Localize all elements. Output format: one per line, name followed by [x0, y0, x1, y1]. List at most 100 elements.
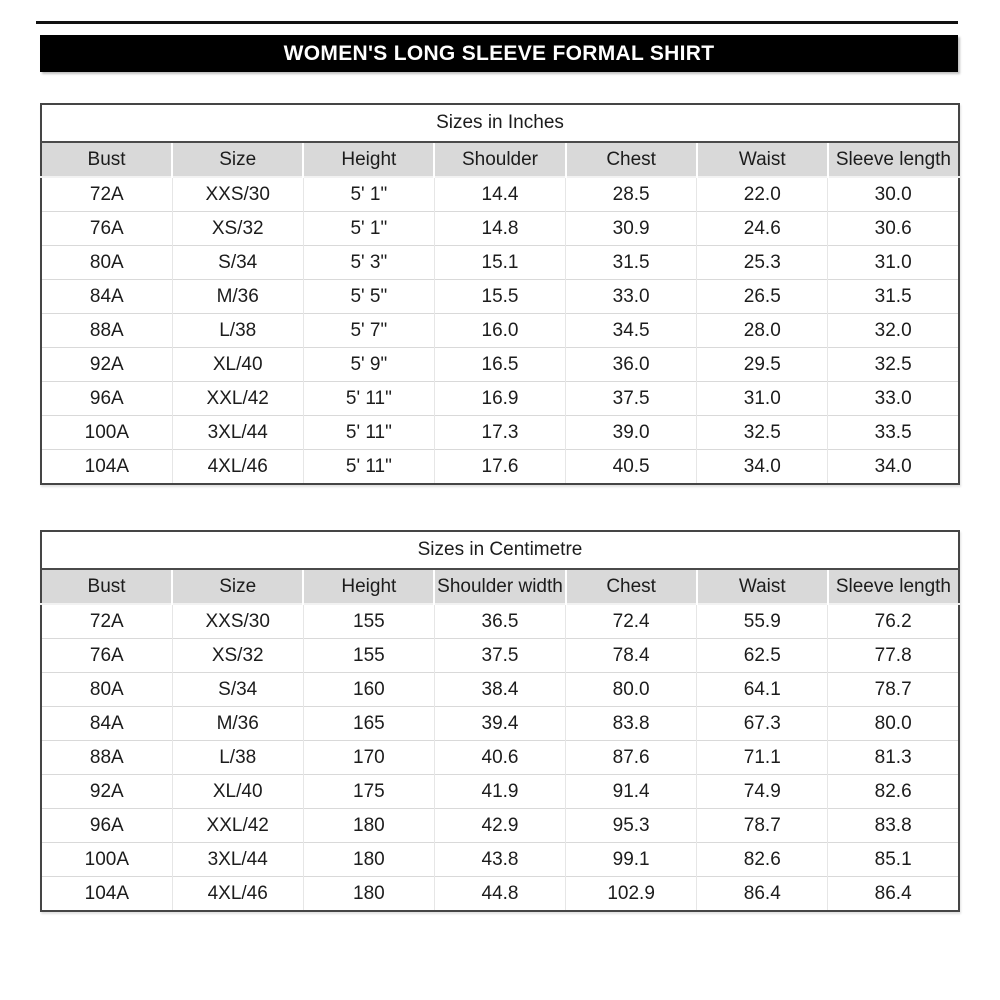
cell: 102.9	[565, 876, 697, 911]
cell: 31.0	[696, 381, 828, 416]
cell: XXS/30	[171, 176, 304, 212]
cell: 88A	[41, 740, 173, 775]
cell: 36.5	[433, 603, 566, 639]
cell: 16.5	[433, 347, 566, 382]
cell: 64.1	[696, 672, 828, 707]
cell: 82.6	[696, 842, 828, 877]
table-row: 104A 4XL/46 180 44.8 102.9 86.4 86.4	[41, 876, 959, 911]
cell: 31.5	[565, 245, 697, 280]
cell: 34.0	[827, 449, 959, 484]
cell: 5' 7"	[302, 313, 435, 348]
column-header-sleeve-length: Sleeve length	[826, 569, 959, 604]
cell: 14.4	[433, 176, 566, 212]
cell: 32.5	[827, 347, 959, 382]
cell: XS/32	[171, 638, 304, 673]
cell: S/34	[171, 672, 304, 707]
cell: XXL/42	[171, 808, 304, 843]
column-header-shoulder: Shoulder	[433, 142, 566, 177]
cell: 38.4	[433, 672, 566, 707]
page-title-bar: WOMEN'S LONG SLEEVE FORMAL SHIRT	[40, 35, 958, 72]
cell: 14.8	[433, 211, 566, 246]
cell: 39.4	[433, 706, 566, 741]
cell: 170	[302, 740, 435, 775]
column-header-bust: Bust	[41, 569, 173, 604]
column-header-chest: Chest	[564, 569, 697, 604]
cell: 5' 1"	[302, 211, 435, 246]
cell: XS/32	[171, 211, 304, 246]
cell: XL/40	[171, 774, 304, 809]
cell: 86.4	[827, 876, 959, 911]
cell: 180	[302, 842, 435, 877]
table-row: 88A L/38 5' 7" 16.0 34.5 28.0 32.0	[41, 313, 959, 348]
cell: 96A	[41, 808, 173, 843]
cell: 15.1	[433, 245, 566, 280]
cell: 5' 9"	[302, 347, 435, 382]
column-header-waist: Waist	[695, 569, 828, 604]
cell: 3XL/44	[171, 842, 304, 877]
column-header-height: Height	[302, 569, 435, 604]
cell: 17.6	[433, 449, 566, 484]
cell: 180	[302, 808, 435, 843]
cell: 40.5	[565, 449, 697, 484]
cell: 34.0	[696, 449, 828, 484]
table-row: 92A XL/40 5' 9" 16.5 36.0 29.5 32.5	[41, 347, 959, 382]
cell: 87.6	[565, 740, 697, 775]
cell: 78.7	[696, 808, 828, 843]
cell: 5' 11"	[302, 449, 435, 484]
cell: 31.5	[827, 279, 959, 314]
table-header-row: Bust Size Height Shoulder width Chest Waist Sl…	[41, 569, 959, 604]
cell: XXL/42	[171, 381, 304, 416]
cell: XXS/30	[171, 603, 304, 639]
cell: 92A	[41, 774, 173, 809]
cell: 165	[302, 706, 435, 741]
table-row: 88A L/38 170 40.6 87.6 71.1 81.3	[41, 740, 959, 775]
cell: 4XL/46	[171, 449, 304, 484]
cell: 80.0	[827, 706, 959, 741]
cell: L/38	[171, 740, 304, 775]
cell: 80.0	[565, 672, 697, 707]
column-header-chest: Chest	[564, 142, 697, 177]
cell: M/36	[171, 279, 304, 314]
cell: 28.5	[565, 176, 697, 212]
cell: 5' 11"	[302, 381, 435, 416]
cell: 62.5	[696, 638, 828, 673]
cell: 37.5	[565, 381, 697, 416]
cell: 37.5	[433, 638, 566, 673]
cell: 100A	[41, 842, 173, 877]
cell: 74.9	[696, 774, 828, 809]
cell: 43.8	[433, 842, 566, 877]
table-row: 96A XXL/42 180 42.9 95.3 78.7 83.8	[41, 808, 959, 843]
column-header-sleeve-length: Sleeve length	[826, 142, 959, 177]
table-title: Sizes in Centimetre	[41, 531, 959, 570]
table-row: 72A XXS/30 155 36.5 72.4 55.9 76.2	[41, 603, 959, 639]
cell: 96A	[41, 381, 173, 416]
page-title: WOMEN'S LONG SLEEVE FORMAL SHIRT	[283, 41, 715, 65]
cell: 72.4	[565, 603, 697, 639]
cell: 30.0	[827, 176, 959, 212]
cell: 30.9	[565, 211, 697, 246]
table-title: Sizes in Inches	[41, 104, 959, 143]
cell: 29.5	[696, 347, 828, 382]
cell: 100A	[41, 415, 173, 450]
cell: 83.8	[827, 808, 959, 843]
cell: 4XL/46	[171, 876, 304, 911]
table-header-row: Bust Size Height Shoulder Chest Waist Sleeve l…	[41, 142, 959, 177]
cell: 88A	[41, 313, 173, 348]
cell: 81.3	[827, 740, 959, 775]
cell: 86.4	[696, 876, 828, 911]
table-row: 76A XS/32 155 37.5 78.4 62.5 77.8	[41, 638, 959, 673]
cell: 44.8	[433, 876, 566, 911]
cell: 80A	[41, 245, 173, 280]
cell: L/38	[171, 313, 304, 348]
table-row: 72A XXS/30 5' 1" 14.4 28.5 22.0 30.0	[41, 176, 959, 212]
cell: 71.1	[696, 740, 828, 775]
table-row: 96A XXL/42 5' 11" 16.9 37.5 31.0 33.0	[41, 381, 959, 416]
cell: 84A	[41, 279, 173, 314]
cell: XL/40	[171, 347, 304, 382]
cell: 155	[302, 603, 435, 639]
cell: 22.0	[696, 176, 828, 212]
cell: 104A	[41, 449, 173, 484]
cell: 36.0	[565, 347, 697, 382]
cell: 72A	[41, 603, 173, 639]
